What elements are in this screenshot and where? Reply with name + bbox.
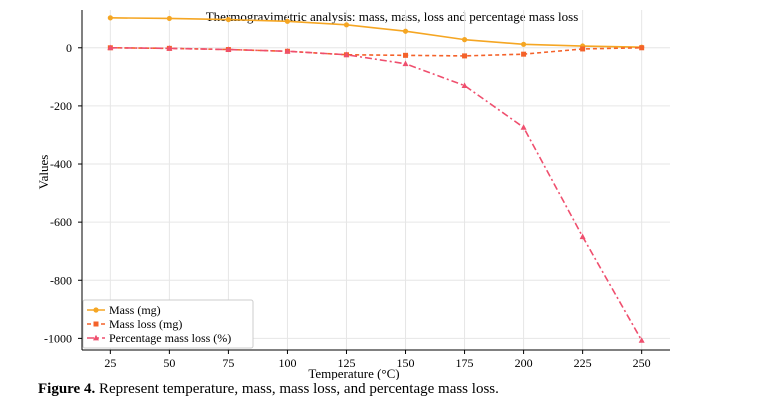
data-point [639, 45, 645, 51]
data-point [225, 16, 232, 23]
data-point [520, 124, 527, 130]
series-line [110, 46, 643, 341]
x-tick-label: 125 [337, 356, 355, 370]
figure-caption: Figure 4. Represent temperature, mass, m… [38, 381, 499, 398]
figure-caption-text: Represent temperature, mass, mass loss, … [95, 381, 499, 397]
y-tick-label: -200 [50, 99, 72, 113]
legend-box [82, 299, 254, 349]
y-tick-label: -1000 [44, 331, 72, 345]
data-point [462, 53, 468, 59]
x-tick-label: 250 [633, 356, 651, 370]
chart: Thermogravimetric analysis: mass, mass, … [36, 9, 670, 380]
legend: Mass (mg)Mass loss (mg)Percentage mass l… [82, 299, 254, 349]
data-point [225, 46, 232, 52]
data-point [107, 15, 113, 21]
data-point [343, 22, 350, 28]
chart-title: Thermogravimetric analysis: mass, mass, … [206, 9, 579, 24]
series-line [110, 46, 642, 57]
data-point [343, 51, 350, 58]
x-axis-label: Temperature (°C) [308, 366, 399, 380]
data-point [402, 60, 409, 67]
y-tick-label: -400 [50, 157, 72, 171]
legend-swatch-marker [93, 334, 99, 341]
legend-swatch-marker [93, 321, 99, 327]
x-tick-label: 100 [278, 356, 296, 370]
legend-swatch-marker [93, 307, 99, 313]
data-point [461, 82, 468, 88]
x-tick-label: 175 [456, 356, 474, 370]
data-point [166, 15, 172, 22]
axes [81, 10, 670, 351]
x-tick-label: 25 [104, 356, 116, 370]
data-point [520, 41, 527, 47]
legend-label: Mass (mg) [109, 303, 161, 317]
data-point [402, 28, 409, 34]
data-point [638, 337, 645, 343]
y-tick-label: 0 [66, 41, 72, 55]
x-tick-label: 225 [574, 356, 592, 370]
legend-label: Mass loss (mg) [109, 317, 182, 331]
x-tick-label: 75 [222, 356, 234, 370]
y-ticks: 0 -200 -400 -600 -800 -1000 [44, 41, 82, 345]
data-point [403, 52, 409, 58]
x-tick-label: 50 [163, 356, 175, 370]
series-line [110, 17, 642, 48]
data-point [284, 48, 291, 54]
data-point [461, 37, 468, 43]
series-group [107, 15, 645, 343]
data-point [580, 46, 586, 52]
data-point [579, 233, 586, 240]
series-3 [107, 44, 645, 343]
y-tick-label: -600 [50, 215, 72, 229]
grid [82, 10, 670, 350]
legend-label: Percentage mass loss (%) [109, 331, 231, 345]
figure-caption-label: Figure 4. [38, 381, 96, 397]
y-axis-label: Values [36, 155, 51, 190]
data-point [107, 44, 114, 51]
data-point [166, 45, 173, 51]
data-point [521, 51, 527, 57]
data-point [284, 18, 291, 24]
x-ticks: 25 50 75 100 125 150 175 200 225 250 [104, 350, 651, 370]
y-tick-label: -800 [50, 273, 72, 287]
x-tick-label: 200 [515, 356, 533, 370]
x-tick-label: 150 [397, 356, 415, 370]
series-2 [107, 45, 645, 59]
